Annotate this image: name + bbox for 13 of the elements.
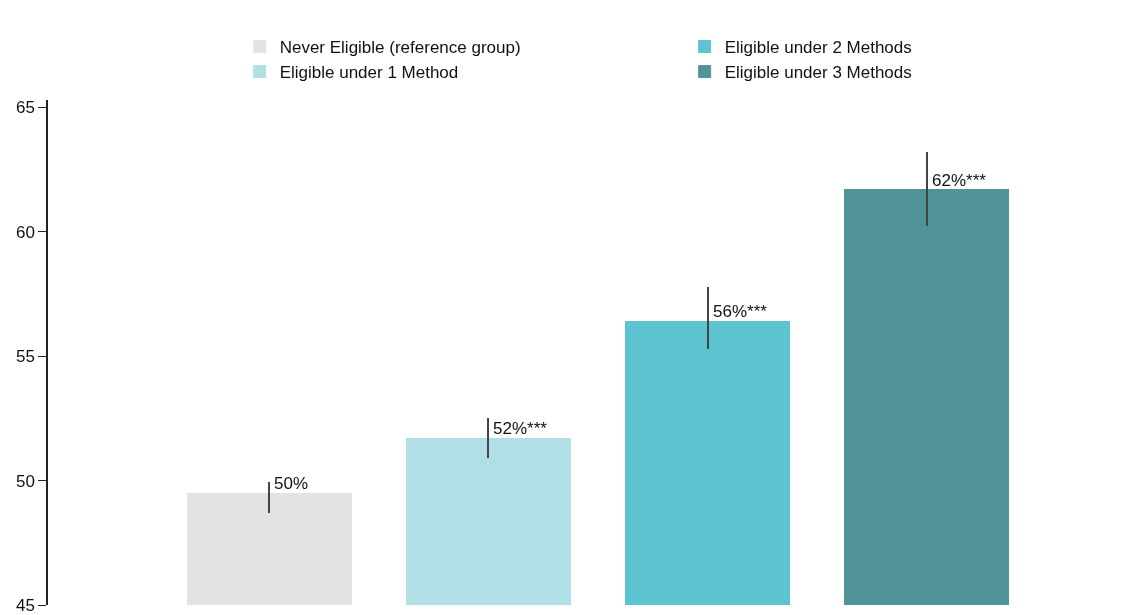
legend-label: Eligible under 2 Methods <box>724 38 912 58</box>
legend-label: Never Eligible (reference group) <box>279 38 521 58</box>
data-label: 50% <box>274 474 309 493</box>
y-tick-label: 65 <box>15 98 35 118</box>
data-label: 56%*** <box>713 302 768 321</box>
legend-label: Eligible under 3 Methods <box>724 63 912 83</box>
y-tick-label: 60 <box>15 222 35 242</box>
data-label: 62%*** <box>932 171 987 190</box>
y-tick-label: 45 <box>15 595 35 615</box>
legend-label: Eligible under 1 Method <box>279 63 459 83</box>
data-label: 52%*** <box>493 419 548 438</box>
y-tick-label: 50 <box>15 471 35 491</box>
y-tick-label: 55 <box>15 347 35 367</box>
